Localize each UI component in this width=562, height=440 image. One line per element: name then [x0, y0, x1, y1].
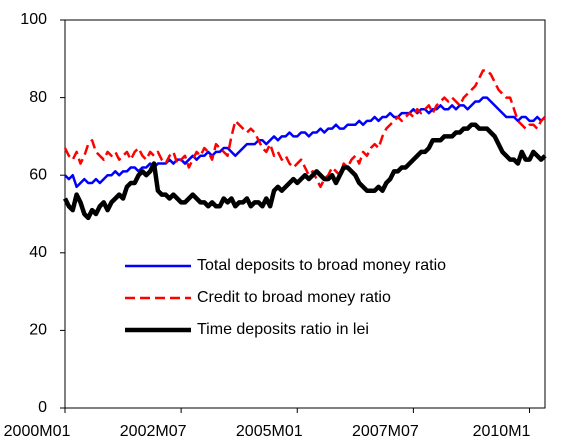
legend-label: Total deposits to broad money ratio [197, 257, 446, 274]
y-tick-label: 100 [20, 11, 47, 28]
y-tick-label: 40 [29, 244, 47, 261]
y-tick-label: 80 [29, 89, 47, 106]
y-tick-label: 0 [38, 399, 47, 416]
x-tick-label: 2007M07 [352, 423, 419, 440]
x-tick-label: 2002M07 [120, 423, 187, 440]
x-tick-label: 2005M01 [236, 423, 303, 440]
x-tick-label: 2000M01 [4, 423, 71, 440]
plot-frame [64, 19, 546, 409]
y-tick-label: 60 [29, 166, 47, 183]
series-line [63, 69, 546, 189]
y-tick-label: 20 [29, 322, 47, 339]
legend-label: Time deposits ratio in lei [197, 321, 369, 338]
series-line [62, 122, 547, 221]
x-tick-label: 2010M1 [473, 423, 531, 440]
legend-label: Credit to broad money ratio [197, 289, 391, 306]
series-line [64, 96, 546, 189]
